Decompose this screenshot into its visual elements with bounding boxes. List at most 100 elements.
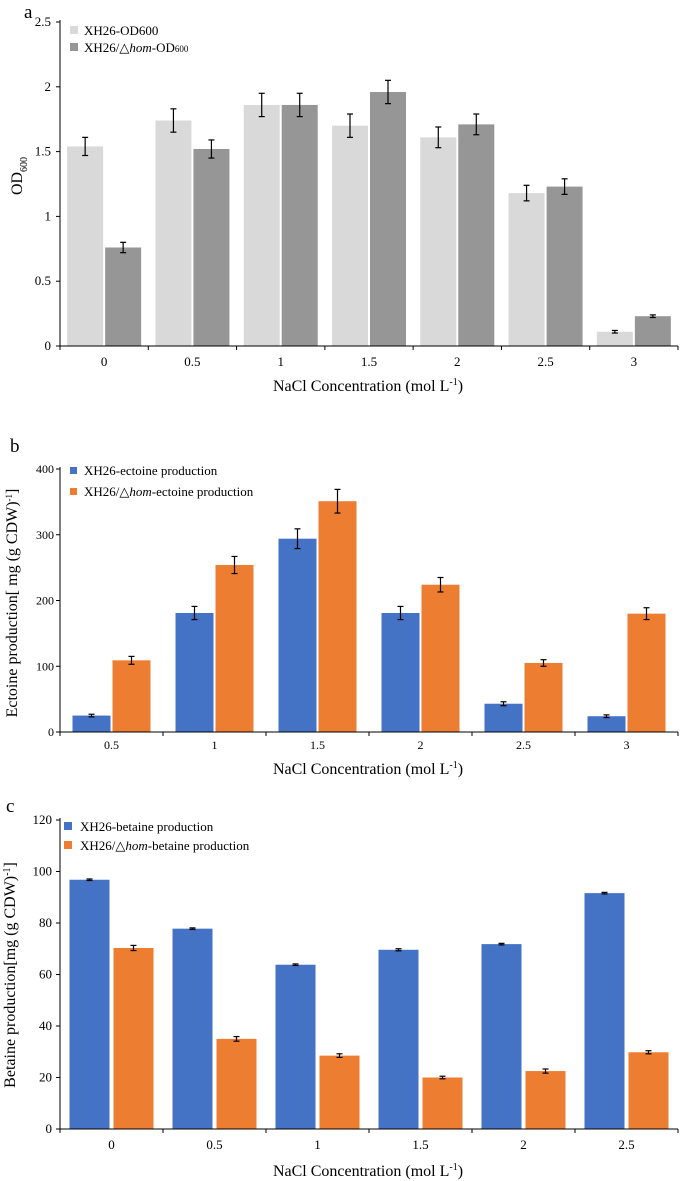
chart-b-xlabel-sup: -1: [449, 760, 457, 771]
chart-a-xlabel-main: NaCl Concentration (mol L: [273, 378, 449, 395]
bar-c-s1-4: [525, 1071, 566, 1129]
bar-b-s0-5: [587, 716, 626, 732]
bar-a-s1-0: [105, 247, 142, 346]
ytick-label-c: 20: [39, 1070, 52, 1085]
xtick-label-b: 1.5: [310, 738, 325, 752]
legend-label-a-0: XH26-OD600: [84, 23, 158, 38]
chart-b-ylabel-sup: -1: [4, 494, 14, 502]
panel-label-a: a: [24, 2, 33, 23]
legend-b-1-p0: XH26/△: [84, 484, 129, 499]
ytick-label-a: 2.5: [35, 14, 51, 29]
legend-c-1-p0: XH26/△: [80, 838, 125, 853]
bar-c-s1-0: [113, 947, 154, 1129]
bar-a-s1-6: [634, 316, 671, 346]
chart-a-ylabel: OD600: [9, 157, 30, 195]
chart-c: c 0 20 40 60 80 100 120 0 0.5 1 1.5 2 2.5 Betaine pr…: [2, 796, 679, 1180]
bar-c-s0-2: [275, 964, 316, 1129]
ytick-label-c: 40: [39, 1018, 52, 1033]
chart-c-marks: 0 20 40 60 80 100 120 0 0.5 1 1.5 2 2.5: [33, 812, 679, 1152]
xtick-label-c: 1: [314, 1137, 321, 1152]
bar-b-s1-1: [215, 564, 254, 732]
legend-b-1-p2: -ectoine production: [152, 484, 254, 499]
ytick-label-a: 0: [45, 338, 52, 353]
bar-c-s1-3: [422, 1077, 463, 1129]
legend-c-1-p2: -betaine production: [148, 838, 250, 853]
legend-a-1-p0: XH26/△: [84, 40, 129, 55]
legend-label-c-0: XH26-betaine production: [80, 819, 214, 834]
bar-b-s0-0: [72, 715, 111, 732]
ytick-label-c: 60: [39, 967, 52, 982]
chart-b-xlabel: NaCl Concentration (mol L-1): [273, 760, 463, 778]
legend-c-0-text: XH26-betaine production: [80, 819, 214, 834]
legend-swatch-c-1: [64, 841, 72, 849]
bar-c-s0-5: [584, 893, 625, 1129]
ytick-label-c: 100: [33, 864, 53, 879]
xtick-label-a: 1: [277, 354, 284, 369]
xtick-label-b: 2.5: [516, 738, 531, 752]
chart-a-xlabel: NaCl Concentration (mol L-1): [273, 377, 463, 395]
chart-c-ylabel-main: Betaine production[mg (g CDW): [2, 876, 19, 1088]
chart-b-legend: XH26-ectoine production XH26/△hom-ectoin…: [70, 463, 254, 499]
bar-a-s1-4: [458, 124, 495, 346]
legend-label-c-1: XH26/△hom-betaine production: [80, 838, 250, 853]
chart-b-ylabel-end: ]: [4, 489, 21, 494]
xtick-label-c: 1.5: [412, 1137, 428, 1152]
chart-a-legend: XH26-OD600 XH26/△hom-OD600: [70, 23, 189, 55]
panel-label-c: c: [6, 796, 14, 817]
bar-a-s0-3: [332, 125, 368, 347]
bar-c-s1-5: [628, 1052, 669, 1129]
bar-a-s1-5: [546, 186, 583, 346]
bar-b-s0-3: [381, 612, 420, 732]
ytick-label-a: 1: [45, 208, 52, 223]
xtick-label-a: 2.5: [537, 354, 553, 369]
chart-c-xlabel-sup: -1: [449, 1162, 457, 1173]
bar-b-s1-2: [318, 501, 357, 732]
legend-a-1-p1: hom: [129, 40, 151, 55]
xtick-label-c: 0.5: [206, 1137, 222, 1152]
chart-c-legend: XH26-betaine production XH26/△hom-betain…: [64, 819, 250, 853]
xtick-label-a: 3: [631, 354, 638, 369]
bar-a-s0-5: [508, 193, 545, 346]
legend-c-1-p1: hom: [125, 838, 147, 853]
xtick-label-c: 0: [108, 1137, 115, 1152]
bar-a-s0-6: [596, 331, 633, 346]
bar-c-s1-2: [319, 1055, 360, 1129]
xtick-label-a: 0: [101, 354, 108, 369]
ytick-label-a: 2: [45, 79, 52, 94]
legend-b-0-text: XH26-ectoine production: [84, 463, 218, 478]
chart-c-xlabel-end: ): [458, 1163, 463, 1180]
chart-a-ylabel-sub: 600: [19, 157, 30, 172]
chart-b-ylabel-main: Ectoine production[ mg (g CDW): [4, 501, 21, 717]
bar-a-s0-1: [155, 120, 192, 346]
bar-b-s0-1: [175, 612, 214, 732]
chart-b-xlabel-end: ): [458, 761, 463, 778]
bar-a-s0-2: [243, 104, 280, 346]
legend-swatch-b-1: [70, 488, 77, 495]
bar-c-s0-0: [69, 879, 110, 1129]
legend-a-1-p2: -OD: [152, 40, 175, 55]
legend-b-1-p1: hom: [129, 484, 151, 499]
ytick-label-c: 0: [46, 1121, 53, 1136]
ytick-label-b: 200: [36, 594, 54, 608]
ytick-label-a: 0.5: [35, 273, 51, 288]
bar-a-s1-2: [281, 104, 318, 346]
chart-b-xlabel-main: NaCl Concentration (mol L: [273, 761, 449, 778]
chart-a-ylabel-main: OD: [9, 172, 26, 195]
bar-b-s0-2: [278, 538, 317, 732]
bar-a-s0-0: [67, 146, 104, 346]
chart-a-marks: 0 0.5 1 1.5 2 2.5 0 0.5 1 1.5 2 2.5 3: [35, 14, 679, 369]
chart-b-ylabel: Ectoine production[ mg (g CDW)-1]: [4, 489, 21, 718]
legend-label-b-1: XH26/△hom-ectoine production: [84, 484, 254, 499]
legend-label-b-0: XH26-ectoine production: [84, 463, 218, 478]
xtick-label-a: 1.5: [361, 354, 377, 369]
chart-a: a 00.511.522.50 0.5 1 1.5 2 2.5 3 OD600 NaCl C…: [9, 2, 679, 395]
xtick-label-b: 0.5: [104, 738, 119, 752]
ytick-label-a: 1.5: [35, 144, 51, 159]
bar-a-s1-1: [193, 149, 230, 346]
legend-swatch-c-0: [64, 822, 72, 830]
chart-b-marks: 0 100 200 300 400 0.5 1 1.5 2 2.5 3: [36, 462, 679, 752]
bar-b-s0-4: [484, 703, 523, 732]
chart-a-xlabel-end: ): [458, 378, 463, 395]
bar-b-s1-5: [627, 613, 666, 732]
